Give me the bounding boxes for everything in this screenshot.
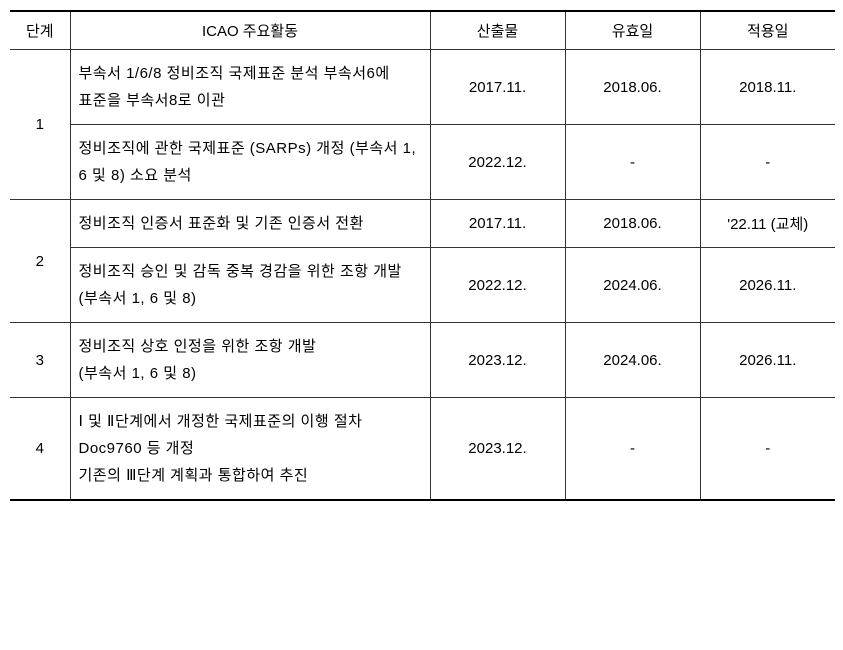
activity-cell: Ⅰ 및 Ⅱ단계에서 개정한 국제표준의 이행 절차 Doc9760 등 개정기존… (70, 398, 430, 501)
effective-cell: - (565, 398, 700, 501)
activity-cell: 정비조직 상호 인정을 위한 조항 개발(부속서 1, 6 및 8) (70, 323, 430, 398)
header-apply: 적용일 (700, 11, 835, 50)
activity-cell: 부속서 1/6/8 정비조직 국제표준 분석 부속서6에 표준을 부속서8로 이… (70, 50, 430, 125)
table-header-row: 단계 ICAO 주요활동 산출물 유효일 적용일 (10, 11, 835, 50)
table-row: 2 정비조직 인증서 표준화 및 기존 인증서 전환 2017.11. 2018… (10, 200, 835, 248)
table-row: 4 Ⅰ 및 Ⅱ단계에서 개정한 국제표준의 이행 절차 Doc9760 등 개정… (10, 398, 835, 501)
activity-cell: 정비조직에 관한 국제표준 (SARPs) 개정 (부속서 1, 6 및 8) … (70, 125, 430, 200)
table-row: 정비조직에 관한 국제표준 (SARPs) 개정 (부속서 1, 6 및 8) … (10, 125, 835, 200)
output-cell: 2017.11. (430, 200, 565, 248)
icao-schedule-table: 단계 ICAO 주요활동 산출물 유효일 적용일 1 부속서 1/6/8 정비조… (10, 10, 835, 501)
activity-cell: 정비조직 승인 및 감독 중복 경감을 위한 조항 개발 (부속서 1, 6 및… (70, 248, 430, 323)
apply-cell: 2026.11. (700, 323, 835, 398)
output-cell: 2017.11. (430, 50, 565, 125)
effective-cell: 2024.06. (565, 248, 700, 323)
effective-cell: 2024.06. (565, 323, 700, 398)
effective-cell: 2018.06. (565, 200, 700, 248)
activity-cell: 정비조직 인증서 표준화 및 기존 인증서 전환 (70, 200, 430, 248)
header-effective: 유효일 (565, 11, 700, 50)
stage-cell: 2 (10, 200, 70, 323)
effective-cell: 2018.06. (565, 50, 700, 125)
effective-cell: - (565, 125, 700, 200)
header-stage: 단계 (10, 11, 70, 50)
table-row: 정비조직 승인 및 감독 중복 경감을 위한 조항 개발 (부속서 1, 6 및… (10, 248, 835, 323)
output-cell: 2023.12. (430, 323, 565, 398)
stage-cell: 3 (10, 323, 70, 398)
apply-cell: - (700, 398, 835, 501)
output-cell: 2022.12. (430, 248, 565, 323)
output-cell: 2023.12. (430, 398, 565, 501)
output-cell: 2022.12. (430, 125, 565, 200)
stage-cell: 4 (10, 398, 70, 501)
header-output: 산출물 (430, 11, 565, 50)
table-body: 1 부속서 1/6/8 정비조직 국제표준 분석 부속서6에 표준을 부속서8로… (10, 50, 835, 501)
table-row: 3 정비조직 상호 인정을 위한 조항 개발(부속서 1, 6 및 8) 202… (10, 323, 835, 398)
apply-cell: 2018.11. (700, 50, 835, 125)
apply-cell: '22.11 (교체) (700, 200, 835, 248)
header-activity: ICAO 주요활동 (70, 11, 430, 50)
apply-cell: 2026.11. (700, 248, 835, 323)
stage-cell: 1 (10, 50, 70, 200)
table-row: 1 부속서 1/6/8 정비조직 국제표준 분석 부속서6에 표준을 부속서8로… (10, 50, 835, 125)
apply-cell: - (700, 125, 835, 200)
